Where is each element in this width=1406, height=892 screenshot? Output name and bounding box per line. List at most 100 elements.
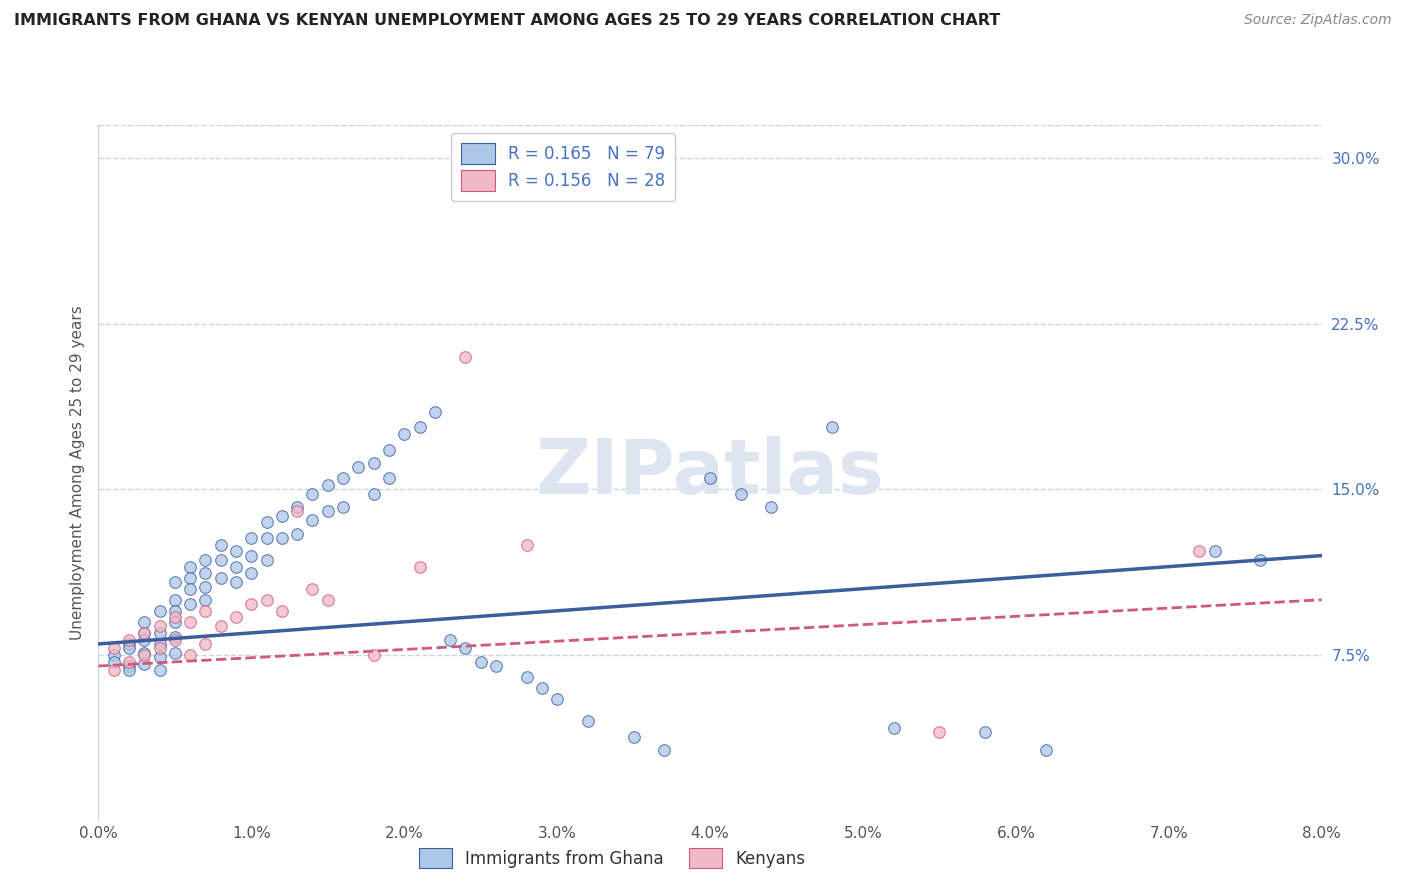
Point [149,650,172,665]
Point [516,670,538,684]
Point [149,641,172,656]
Point [149,619,172,633]
Point [163,632,186,647]
Point [285,526,308,541]
Point [149,604,172,618]
Point [209,537,232,551]
Point [454,641,477,656]
Y-axis label: Unemployment Among Ages 25 to 29 years: Unemployment Among Ages 25 to 29 years [69,305,84,640]
Point [194,580,217,594]
Point [423,405,446,419]
Point [316,504,339,518]
Point [134,626,156,640]
Point [270,604,294,618]
Point [470,655,492,669]
Point [301,513,323,527]
Point [378,442,401,457]
Point [1204,544,1226,558]
Point [134,648,156,662]
Point [118,637,141,651]
Point [134,632,156,647]
Point [928,725,950,739]
Point [149,626,172,640]
Point [285,504,308,518]
Point [149,637,172,651]
Text: IMMIGRANTS FROM GHANA VS KENYAN UNEMPLOYMENT AMONG AGES 25 TO 29 YEARS CORRELATI: IMMIGRANTS FROM GHANA VS KENYAN UNEMPLOY… [14,13,1000,29]
Point [301,487,323,501]
Point [209,619,232,633]
Point [194,604,217,618]
Point [163,615,186,629]
Point [163,646,186,660]
Point [103,655,125,669]
Point [347,460,370,475]
Point [179,597,201,611]
Point [730,487,752,501]
Point [225,575,247,590]
Point [332,471,354,485]
Point [240,566,263,581]
Point [546,692,568,706]
Point [134,626,156,640]
Point [163,610,186,624]
Point [883,721,905,735]
Point [179,559,201,574]
Point [134,615,156,629]
Point [240,597,263,611]
Point [149,664,172,678]
Text: Source: ZipAtlas.com: Source: ZipAtlas.com [1244,13,1392,28]
Point [270,508,294,523]
Point [118,632,141,647]
Point [209,571,232,585]
Legend: Immigrants from Ghana, Kenyans: Immigrants from Ghana, Kenyans [412,841,813,875]
Point [699,471,721,485]
Point [759,500,782,514]
Point [378,471,401,485]
Point [256,531,278,545]
Point [363,487,385,501]
Point [118,664,141,678]
Point [623,730,645,744]
Point [194,566,217,581]
Point [194,592,217,607]
Point [974,725,997,739]
Point [118,659,141,673]
Point [392,427,416,442]
Point [821,420,844,434]
Point [256,516,278,530]
Point [576,714,599,729]
Point [408,420,430,434]
Point [209,553,232,567]
Point [103,641,125,656]
Point [163,604,186,618]
Point [225,610,247,624]
Point [316,592,339,607]
Point [439,632,461,647]
Point [103,664,125,678]
Point [332,500,354,514]
Point [256,553,278,567]
Point [256,592,278,607]
Point [454,350,477,364]
Point [530,681,553,695]
Point [485,659,508,673]
Point [240,549,263,563]
Text: ZIPatlas: ZIPatlas [536,436,884,509]
Point [163,592,186,607]
Point [363,648,385,662]
Point [652,743,675,757]
Point [134,657,156,671]
Point [179,648,201,662]
Point [194,637,217,651]
Point [270,531,294,545]
Point [179,582,201,596]
Point [163,575,186,590]
Point [285,500,308,514]
Point [363,456,385,470]
Point [163,630,186,644]
Point [179,615,201,629]
Point [225,544,247,558]
Point [408,559,430,574]
Point [516,537,538,551]
Point [1249,553,1271,567]
